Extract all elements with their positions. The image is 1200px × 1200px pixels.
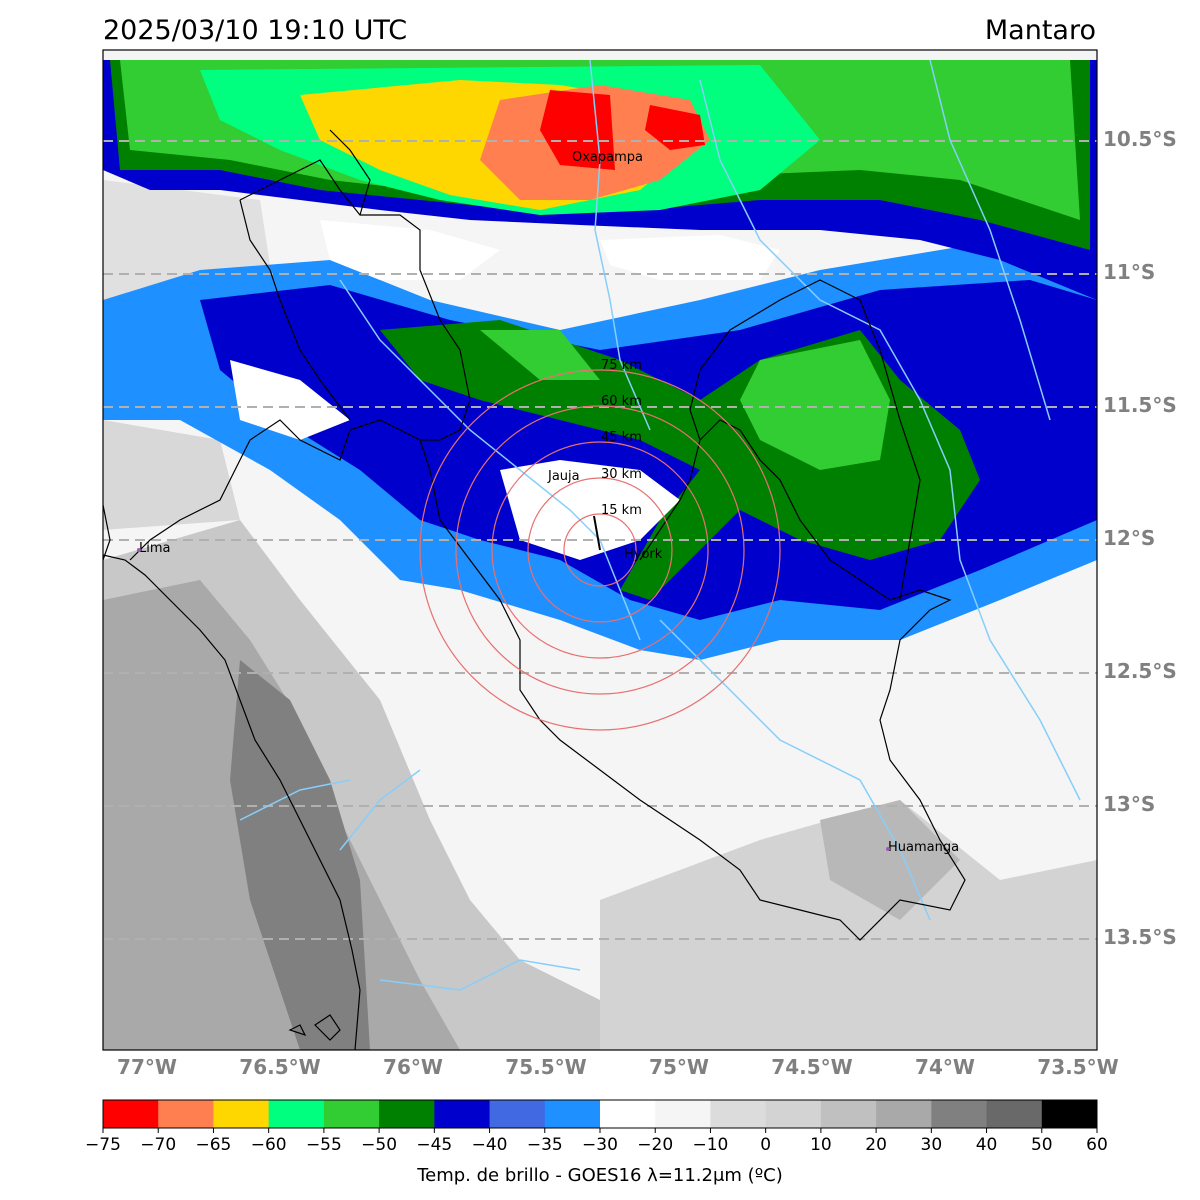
colorbar-swatch [655, 1100, 711, 1128]
colorbar-tick-label: −35 [527, 1135, 563, 1155]
latitude-labels: 10.5°S 11°S 11.5°S 12°S 12.5°S 13°S 13.5… [1103, 127, 1177, 949]
range-ring-15km [563, 513, 637, 587]
lima-marker-icon [137, 548, 141, 552]
colorbar-swatch [434, 1100, 491, 1128]
radar-beam-marker [593, 515, 601, 551]
place-oxapampa: Oxapampa [572, 150, 643, 165]
colorbar-tick-label: 50 [1031, 1135, 1053, 1155]
colorbar-swatch [600, 1100, 656, 1128]
map-plot-area: 15 km 30 km 45 km 60 km 75 km Oxapampa J… [103, 50, 1097, 1050]
lon-label: 74°W [915, 1055, 975, 1079]
ring-label-15: 15 km [601, 503, 642, 518]
ring-label-60: 60 km [601, 394, 642, 409]
colorbar-tick-label: 30 [921, 1135, 943, 1155]
lon-label: 77°W [117, 1055, 177, 1079]
colorbar-tick-label: −70 [140, 1135, 176, 1155]
place-huamanga: Huamanga [888, 840, 959, 855]
colorbar-swatch [268, 1100, 325, 1128]
range-ring-75km [419, 369, 781, 731]
place-lima: Lima [139, 541, 170, 556]
range-rings [419, 369, 781, 731]
lon-label: 75°W [649, 1055, 709, 1079]
lon-label: 76.5°W [239, 1055, 320, 1079]
colorbar-swatch [820, 1100, 877, 1128]
lon-label: 73.5°W [1037, 1055, 1118, 1079]
colorbar-tick-label: 10 [810, 1135, 832, 1155]
colorbar-swatch [103, 1100, 159, 1128]
colorbar-tick-label: −10 [692, 1135, 728, 1155]
colorbar-tick-label: −30 [582, 1135, 618, 1155]
lat-label: 13.5°S [1103, 925, 1177, 949]
longitude-labels: 77°W 76.5°W 76°W 75.5°W 75°W 74.5°W 74°W… [117, 1055, 1119, 1079]
colorbar-tick-label: −45 [416, 1135, 452, 1155]
colorbar-tick-label: 20 [865, 1135, 887, 1155]
lat-label: 10.5°S [1103, 127, 1177, 151]
colorbar-tick-label: 0 [760, 1135, 771, 1155]
colorbar-swatch [323, 1100, 380, 1128]
range-ring-45km [491, 441, 709, 659]
colorbar-tick-label: −20 [637, 1135, 673, 1155]
colorbar-swatch [765, 1100, 822, 1128]
lat-label: 11°S [1103, 260, 1155, 284]
ring-label-45: 45 km [601, 430, 642, 445]
rivers [239, 59, 1081, 991]
place-jauja: Jauja [547, 469, 580, 484]
lon-label: 76°W [383, 1055, 443, 1079]
colorbar-tick-label: −50 [361, 1135, 397, 1155]
huamanga-marker-icon [886, 847, 890, 851]
colorbar-swatch [986, 1100, 1043, 1128]
colorbar-swatch [710, 1100, 767, 1128]
colorbar-swatch [213, 1100, 270, 1128]
colorbar-swatch [1041, 1100, 1098, 1128]
colorbar-swatch [379, 1100, 435, 1128]
ring-label-75: 75 km [601, 358, 642, 373]
colorbar-swatch [544, 1100, 601, 1128]
colorbar-swatch [158, 1100, 214, 1128]
colorbar-swatch [489, 1100, 546, 1128]
place-hyork: Hyork [624, 547, 663, 562]
lat-label: 13°S [1103, 792, 1155, 816]
map-frame [102, 49, 1098, 1051]
colorbar-swatch [931, 1100, 988, 1128]
colorbar-tick-label: −75 [85, 1135, 121, 1155]
lat-label: 12.5°S [1103, 659, 1177, 683]
colorbar-tick-label: −60 [251, 1135, 287, 1155]
colorbar-swatch [876, 1100, 932, 1128]
range-ring-30km [527, 477, 673, 623]
lat-label: 11.5°S [1103, 393, 1177, 417]
colorbar-tick-label: 40 [976, 1135, 998, 1155]
region-title: Mantaro [984, 15, 1096, 46]
ring-label-30: 30 km [601, 467, 642, 482]
colorbar-tick-label: −65 [195, 1135, 231, 1155]
colorbar-tick-label: −40 [472, 1135, 508, 1155]
range-ring-60km [455, 405, 745, 695]
colorbar: −75 −70 −65 −60 −55 −50 −45 −40 −35 −30 −20 −10 0 10 2… [85, 1099, 1108, 1155]
colorbar-tick-label: −55 [306, 1135, 342, 1155]
lat-label: 12°S [1103, 526, 1155, 550]
borders [103, 129, 966, 1050]
lon-label: 75.5°W [505, 1055, 586, 1079]
colorbar-tick-label: 60 [1086, 1135, 1108, 1155]
colorbar-title: Temp. de brillo - GOES16 λ=11.2μm (ºC) [416, 1165, 783, 1186]
lon-label: 74.5°W [771, 1055, 852, 1079]
timestamp-title: 2025/03/10 19:10 UTC [103, 15, 408, 46]
